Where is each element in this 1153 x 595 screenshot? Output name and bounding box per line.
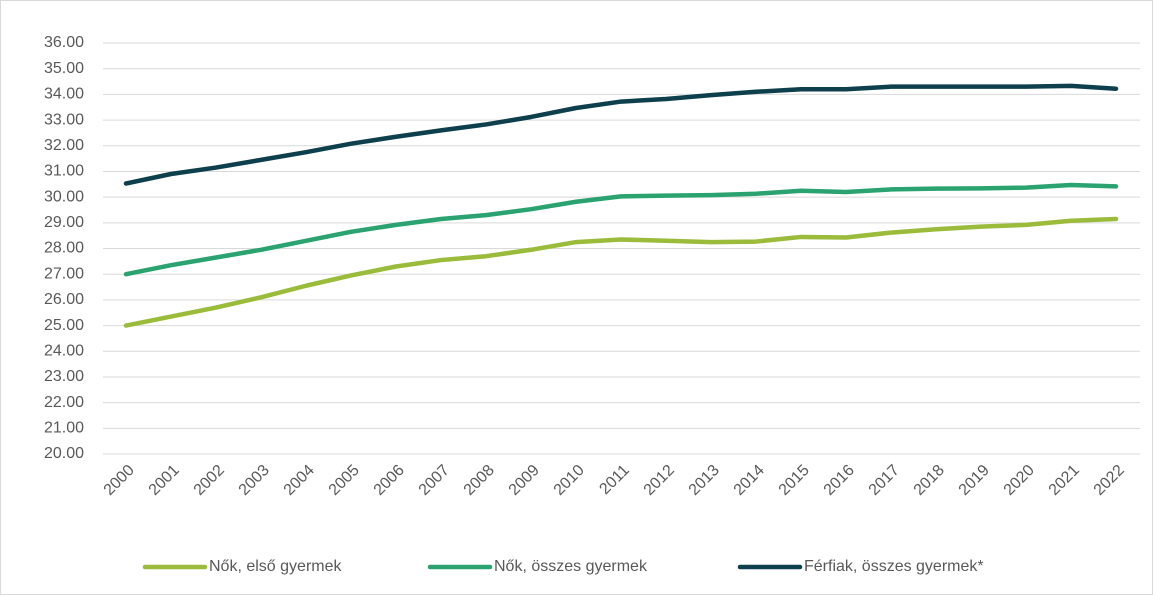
legend-label: Nők, összes gyermek xyxy=(494,558,648,575)
series-line xyxy=(123,83,1119,186)
y-tick-label: 34.00 xyxy=(44,86,84,103)
y-tick-label: 36.00 xyxy=(44,34,84,51)
y-tick-label: 30.00 xyxy=(44,188,84,205)
y-tick-label: 32.00 xyxy=(44,137,84,154)
y-tick-label: 33.00 xyxy=(44,111,84,128)
y-tick-label: 23.00 xyxy=(44,368,84,385)
series-line xyxy=(123,182,1119,277)
series-line xyxy=(123,216,1119,328)
y-tick-label: 31.00 xyxy=(44,163,84,180)
y-tick-label: 27.00 xyxy=(44,265,84,282)
y-tick-label: 25.00 xyxy=(44,317,84,334)
legend-label: Nők, első gyermek xyxy=(209,558,342,575)
legend-label: Férfiak, összes gyermek* xyxy=(804,558,984,575)
y-tick-label: 26.00 xyxy=(44,291,84,308)
y-tick-label: 21.00 xyxy=(44,420,84,437)
y-tick-label: 29.00 xyxy=(44,214,84,231)
y-tick-label: 35.00 xyxy=(44,60,84,77)
y-tick-label: 22.00 xyxy=(44,394,84,411)
y-tick-label: 20.00 xyxy=(44,445,84,462)
y-tick-label: 28.00 xyxy=(44,240,84,257)
y-tick-label: 24.00 xyxy=(44,342,84,359)
